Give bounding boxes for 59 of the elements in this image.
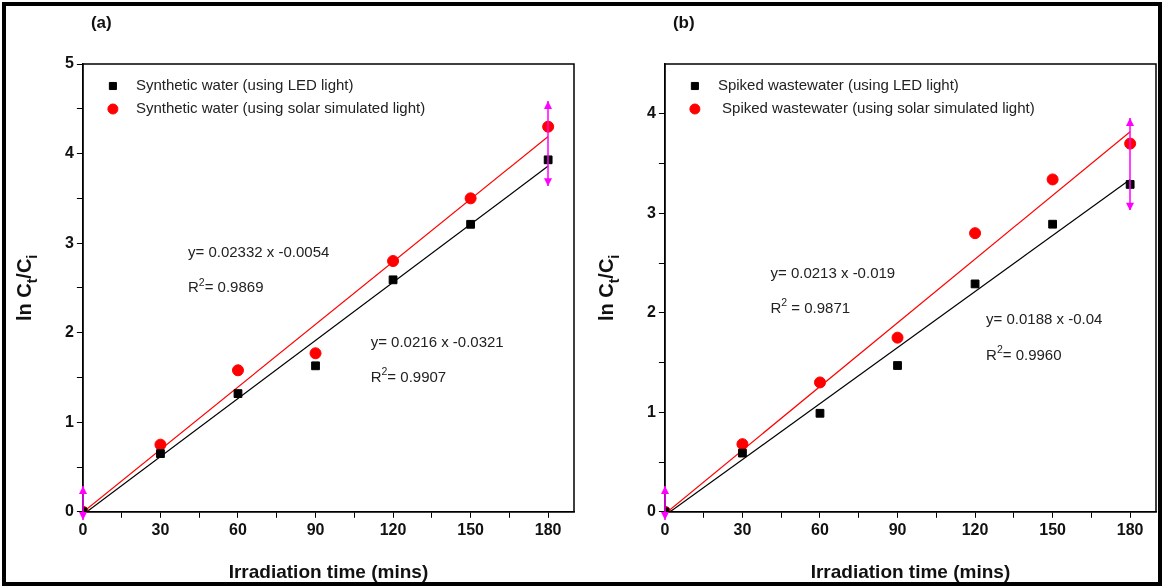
- y-tick-label: 3: [64, 233, 74, 251]
- x-tick-label: 150: [457, 520, 485, 538]
- point: [231, 364, 244, 377]
- x-axis-title: Irradiation time (mins): [228, 560, 429, 582]
- y-tick-label: 4: [646, 104, 656, 122]
- legend-label: Spiked wastewater (using solar simulated light): [717, 99, 1035, 117]
- x-tick-label: 60: [811, 520, 829, 538]
- point: [464, 192, 477, 205]
- chart-title: (b): [672, 13, 695, 32]
- point: [970, 279, 980, 289]
- legend-label: Synthetic water (using solar simulated light): [135, 99, 426, 117]
- annotation: y= 0.02332 x -0.0054: [187, 242, 330, 260]
- x-tick-label: 120: [379, 520, 407, 538]
- point: [311, 361, 320, 371]
- x-tick-label: 180: [534, 520, 562, 538]
- point: [154, 438, 167, 451]
- point: [388, 275, 398, 285]
- point: [736, 438, 749, 451]
- y-tick-label: 2: [646, 303, 656, 321]
- x-tick-label: 180: [1116, 520, 1144, 538]
- point: [893, 361, 902, 370]
- x-tick-label: 90: [306, 520, 325, 538]
- x-tick-label: 0: [78, 520, 88, 538]
- point: [156, 449, 165, 458]
- point: [813, 376, 826, 389]
- point: [233, 389, 243, 398]
- chart-title: (a): [90, 13, 112, 32]
- point: [387, 255, 400, 268]
- annotation: y= 0.0216 x -0.0321: [370, 333, 504, 351]
- point: [738, 448, 747, 458]
- x-tick-label: 30: [733, 520, 752, 538]
- point: [1048, 219, 1057, 229]
- x-tick-label: 0: [660, 520, 670, 538]
- point: [466, 219, 475, 229]
- y-axis-title: ln Ct/Ci: [594, 254, 622, 322]
- x-axis-title: Irradiation time (mins): [810, 560, 1011, 582]
- x-tick-label: 150: [1039, 520, 1067, 538]
- y-tick-label: 5: [64, 54, 74, 72]
- x-tick-label: 60: [229, 520, 247, 538]
- x-tick-label: 30: [151, 520, 170, 538]
- y-tick-label: 0: [646, 502, 656, 520]
- point: [815, 408, 825, 418]
- y-axis-title: ln Ct/Ci: [12, 254, 40, 322]
- point: [969, 227, 982, 240]
- annotation: y= 0.0188 x -0.04: [986, 309, 1103, 327]
- x-tick-label: 90: [888, 520, 907, 538]
- point: [891, 331, 904, 344]
- y-tick-label: 1: [64, 412, 74, 430]
- legend-label: Spiked wastewater (using LED light): [717, 76, 959, 94]
- y-tick-label: 0: [64, 502, 74, 520]
- y-tick-label: 4: [64, 143, 74, 161]
- y-tick-label: 1: [646, 402, 656, 420]
- point: [1046, 173, 1059, 186]
- x-tick-label: 120: [961, 520, 989, 538]
- point: [309, 347, 322, 360]
- y-tick-label: 3: [646, 203, 656, 221]
- legend-label: Synthetic water (using LED light): [135, 76, 354, 94]
- y-tick-label: 2: [64, 323, 74, 341]
- annotation: y= 0.0213 x -0.019: [770, 263, 896, 281]
